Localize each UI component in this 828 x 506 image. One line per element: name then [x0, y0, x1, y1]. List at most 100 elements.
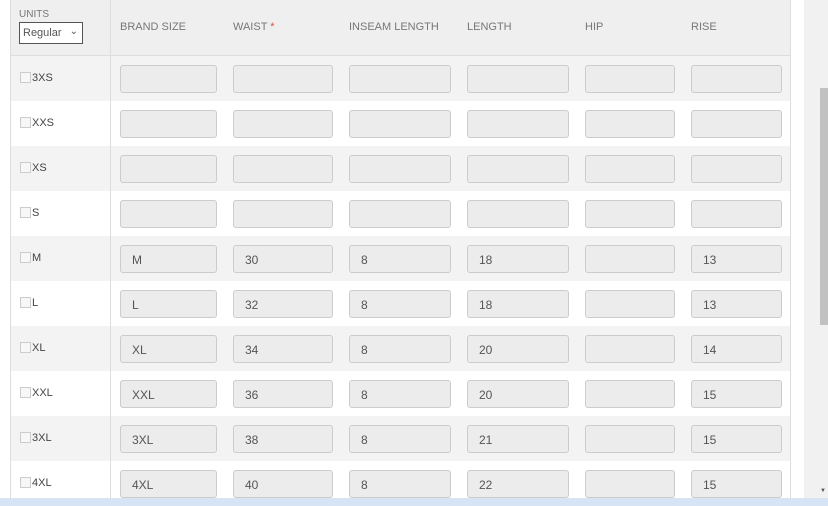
inseam-input[interactable]: 8	[349, 290, 451, 318]
divider	[110, 461, 111, 506]
brand-input[interactable]: XXL	[120, 380, 217, 408]
inseam-input[interactable]: 8	[349, 425, 451, 453]
size-label: XXL	[32, 387, 53, 399]
size-label: 3XL	[32, 432, 52, 444]
units-label: UNITS	[19, 9, 49, 20]
inseam-input[interactable]: 8	[349, 335, 451, 363]
scrollbar-thumb[interactable]	[820, 88, 828, 325]
size-label: L	[32, 297, 39, 309]
brand-input[interactable]	[120, 155, 217, 183]
size-checkbox[interactable]	[20, 117, 31, 128]
waist-input[interactable]: 38	[233, 425, 333, 453]
brand-input[interactable]: L	[120, 290, 217, 318]
inseam-input[interactable]: 8	[349, 470, 451, 498]
waist-input[interactable]: 36	[233, 380, 333, 408]
table-row: L L 32 8 18 13	[11, 281, 790, 326]
divider	[110, 371, 111, 416]
scrollbar[interactable]: ▼	[804, 0, 828, 498]
length-input[interactable]: 18	[467, 290, 569, 318]
hip-input[interactable]	[585, 290, 675, 318]
length-input[interactable]	[467, 155, 569, 183]
size-checkbox[interactable]	[20, 162, 31, 173]
chevron-down-icon: ⌄	[69, 26, 78, 37]
size-chart-table: UNITS Regular ⌄ BRAND SIZE WAIST * INSEAM…	[10, 0, 791, 506]
hip-input[interactable]	[585, 110, 675, 138]
hip-input[interactable]	[585, 335, 675, 363]
divider	[110, 146, 111, 191]
waist-input[interactable]: 30	[233, 245, 333, 273]
rise-input[interactable]: 14	[691, 335, 782, 363]
size-checkbox[interactable]	[20, 432, 31, 443]
size-label: XL	[32, 342, 46, 354]
divider	[110, 56, 111, 101]
waist-input[interactable]: 32	[233, 290, 333, 318]
rise-input[interactable]	[691, 110, 782, 138]
inseam-input[interactable]	[349, 200, 451, 228]
size-checkbox[interactable]	[20, 72, 31, 83]
inseam-input[interactable]: 8	[349, 380, 451, 408]
hip-input[interactable]	[585, 200, 675, 228]
rise-input[interactable]: 13	[691, 290, 782, 318]
table-row: S	[11, 191, 790, 236]
length-input[interactable]: 20	[467, 335, 569, 363]
size-checkbox[interactable]	[20, 252, 31, 263]
header-length: LENGTH	[467, 21, 512, 33]
scroll-down-arrow-icon[interactable]: ▼	[820, 488, 826, 494]
divider	[110, 236, 111, 281]
hip-input[interactable]	[585, 245, 675, 273]
header-waist-label: WAIST	[233, 21, 268, 33]
length-input[interactable]: 18	[467, 245, 569, 273]
hip-input[interactable]	[585, 470, 675, 498]
hip-input[interactable]	[585, 380, 675, 408]
waist-input[interactable]	[233, 200, 333, 228]
length-input[interactable]	[467, 110, 569, 138]
length-input[interactable]	[467, 200, 569, 228]
size-checkbox[interactable]	[20, 207, 31, 218]
inseam-input[interactable]	[349, 65, 451, 93]
rise-input[interactable]: 15	[691, 470, 782, 498]
hip-input[interactable]	[585, 65, 675, 93]
length-input[interactable]: 22	[467, 470, 569, 498]
waist-input[interactable]	[233, 65, 333, 93]
divider	[110, 416, 111, 461]
brand-input[interactable]: 4XL	[120, 470, 217, 498]
units-select[interactable]: Regular ⌄	[19, 22, 83, 44]
units-selected-value: Regular	[23, 27, 62, 39]
size-label: S	[32, 207, 40, 219]
header-brand-size: BRAND SIZE	[120, 21, 187, 33]
waist-input[interactable]	[233, 110, 333, 138]
size-checkbox[interactable]	[20, 297, 31, 308]
rise-input[interactable]: 15	[691, 425, 782, 453]
waist-input[interactable]: 40	[233, 470, 333, 498]
rise-input[interactable]: 13	[691, 245, 782, 273]
brand-input[interactable]	[120, 65, 217, 93]
size-label: M	[32, 252, 42, 264]
hip-input[interactable]	[585, 425, 675, 453]
table-row: XS	[11, 146, 790, 191]
divider	[110, 101, 111, 146]
rise-input[interactable]	[691, 155, 782, 183]
waist-input[interactable]	[233, 155, 333, 183]
length-input[interactable]: 20	[467, 380, 569, 408]
inseam-input[interactable]	[349, 155, 451, 183]
brand-input[interactable]	[120, 200, 217, 228]
rise-input[interactable]	[691, 65, 782, 93]
length-input[interactable]	[467, 65, 569, 93]
size-label: 4XL	[32, 477, 52, 489]
waist-input[interactable]: 34	[233, 335, 333, 363]
rise-input[interactable]: 15	[691, 380, 782, 408]
required-marker: *	[270, 21, 275, 33]
brand-input[interactable]: 3XL	[120, 425, 217, 453]
inseam-input[interactable]	[349, 110, 451, 138]
brand-input[interactable]: M	[120, 245, 217, 273]
size-checkbox[interactable]	[20, 342, 31, 353]
size-checkbox[interactable]	[20, 387, 31, 398]
length-input[interactable]: 21	[467, 425, 569, 453]
brand-input[interactable]	[120, 110, 217, 138]
hip-input[interactable]	[585, 155, 675, 183]
size-checkbox[interactable]	[20, 477, 31, 488]
brand-input[interactable]: XL	[120, 335, 217, 363]
divider	[110, 281, 111, 326]
inseam-input[interactable]: 8	[349, 245, 451, 273]
rise-input[interactable]	[691, 200, 782, 228]
